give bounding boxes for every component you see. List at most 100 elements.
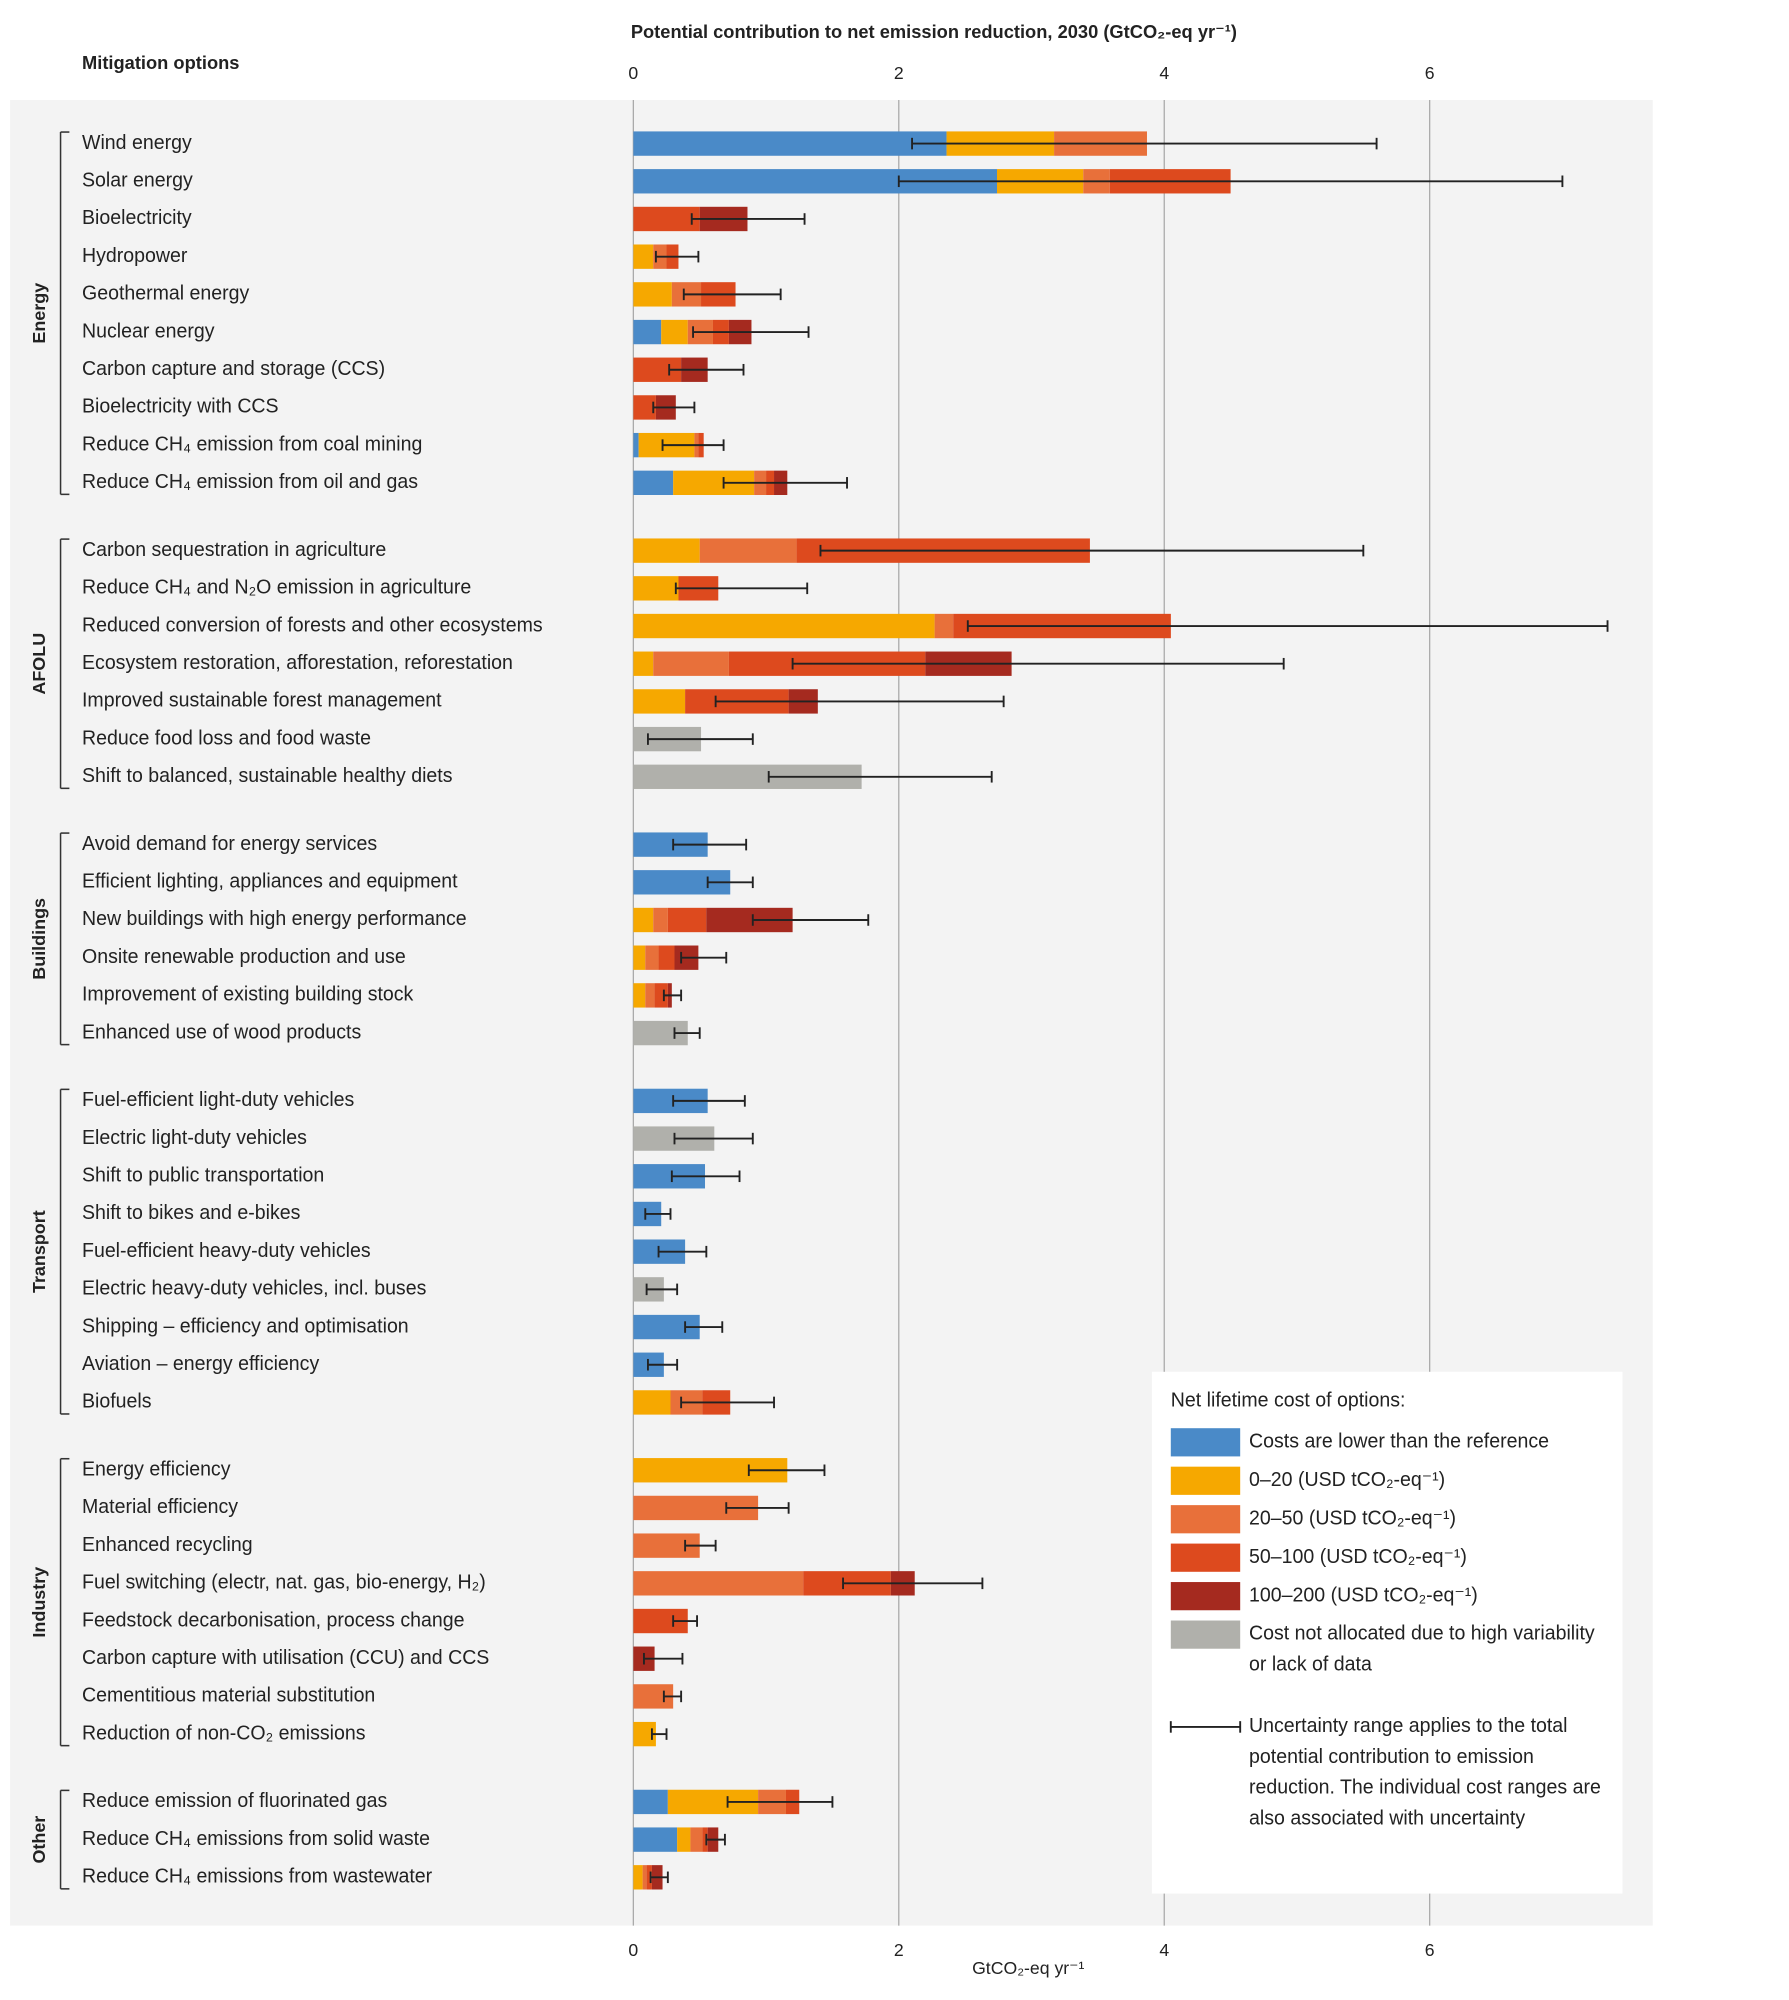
category-label: Cementitious material substitution: [82, 1685, 375, 1707]
category-label: Material efficiency: [82, 1496, 238, 1518]
category-label: Reduce emission of fluorinated gas: [82, 1790, 387, 1812]
bar-segment: [690, 1827, 703, 1852]
category-label: Fuel-efficient light-duty vehicles: [82, 1089, 354, 1111]
x-tick-label-bottom: 2: [894, 1940, 904, 1960]
legend-label-box: Costs are lower than the reference: [1249, 1430, 1550, 1453]
category-label: Reduce CH₄ emission from oil and gas: [82, 471, 418, 493]
bar-segment: [642, 1865, 647, 1890]
category-label: Improved sustainable forest management: [82, 690, 442, 712]
category-label: Fuel-efficient heavy-duty vehicles: [82, 1240, 371, 1262]
category-label: Electric heavy-duty vehicles, incl. buse…: [82, 1277, 426, 1299]
bar-segment: [633, 907, 654, 933]
group-label: AFOLU: [29, 633, 49, 695]
category-label: Carbon sequestration in agriculture: [82, 539, 386, 561]
bar-segment: [633, 613, 935, 639]
category-label: Enhanced recycling: [82, 1534, 253, 1556]
bar-segment: [633, 470, 674, 495]
category-label: Shipping – efficiency and optimisation: [82, 1315, 409, 1337]
group-label: Industry: [29, 1567, 49, 1638]
x-tick-label-bottom: 4: [1159, 1940, 1169, 1960]
legend-label: Cost not allocated due to high variabili…: [1249, 1623, 1595, 1676]
legend-label-box: 100–200 (USD tCO₂-eq⁻¹): [1249, 1584, 1478, 1607]
bar-segment: [633, 432, 639, 458]
category-label: Aviation – energy efficiency: [82, 1353, 319, 1375]
group-label: Buildings: [29, 898, 49, 980]
legend-label-box: Cost not allocated due to high variabili…: [1249, 1623, 1595, 1676]
bar-segment: [633, 983, 646, 1008]
legend-title: Net lifetime cost of options:: [1171, 1389, 1406, 1411]
category-label: Reduce CH₄ and N₂O emission in agricultu…: [82, 576, 471, 598]
category-label: Wind energy: [82, 132, 192, 154]
category-label: Reduce CH₄ emission from coal mining: [82, 433, 422, 455]
category-label: New buildings with high energy performan…: [82, 908, 467, 930]
bar-segment: [633, 282, 672, 307]
bar-segment: [934, 613, 954, 639]
legend-uncertainty-note-box: Uncertainty range applies to the total p…: [1249, 1715, 1601, 1830]
legend-swatch: [1170, 1505, 1241, 1534]
category-label: Efficient lighting, appliances and equip…: [82, 870, 458, 892]
legend-swatch: [1170, 1620, 1241, 1649]
bar-segment: [645, 983, 655, 1008]
bar-segment: [645, 945, 659, 970]
x-tick-label-top: 4: [1159, 63, 1169, 83]
category-label: Avoid demand for energy services: [82, 833, 377, 855]
legend-swatch: [1170, 1466, 1241, 1495]
category-label: Carbon capture and storage (CCS): [82, 358, 385, 380]
x-tick-label-bottom: 6: [1425, 1940, 1435, 1960]
bar-segment: [633, 1721, 656, 1747]
bar-segment: [633, 131, 947, 156]
group-label: Other: [29, 1816, 49, 1864]
category-label: Bioelectricity with CCS: [82, 396, 279, 418]
category-label: Reduce CH₄ emissions from solid waste: [82, 1828, 430, 1850]
bar-segment: [653, 907, 668, 933]
category-label: Fuel switching (electr, nat. gas, bio-en…: [82, 1571, 486, 1593]
bar-segment: [633, 1390, 671, 1415]
legend-swatch: [1170, 1543, 1241, 1572]
bar-segment: [633, 1827, 678, 1852]
legend-label: 20–50 (USD tCO₂-eq⁻¹): [1249, 1507, 1457, 1530]
category-label: Hydropower: [82, 245, 188, 267]
bar-segment: [677, 1827, 691, 1852]
bar-segment: [699, 538, 797, 563]
bar-segment: [654, 983, 668, 1008]
bar-segment: [633, 689, 686, 714]
bar-segment: [633, 1865, 643, 1890]
x-axis-label: GtCO₂-eq yr⁻¹: [972, 1958, 1084, 1978]
bar-segment: [702, 1827, 708, 1852]
category-label: Solar energy: [82, 169, 193, 191]
legend-label: 0–20 (USD tCO₂-eq⁻¹): [1249, 1469, 1446, 1492]
legend-label: 100–200 (USD tCO₂-eq⁻¹): [1249, 1584, 1478, 1607]
category-label: Energy efficiency: [82, 1458, 231, 1480]
group-label: Transport: [29, 1210, 49, 1293]
bar-segment: [658, 945, 675, 970]
category-label: Feedstock decarbonisation, process chang…: [82, 1609, 464, 1631]
legend-label-box: 50–100 (USD tCO₂-eq⁻¹): [1249, 1546, 1467, 1568]
x-tick-label-top: 2: [894, 63, 904, 83]
bar-segment: [633, 1571, 804, 1596]
legend-label: Costs are lower than the reference: [1249, 1430, 1550, 1453]
x-tick-label-top: 6: [1425, 63, 1435, 83]
category-label: Enhanced use of wood products: [82, 1021, 361, 1043]
category-label: Nuclear energy: [82, 320, 215, 342]
category-label: Reduce food loss and food waste: [82, 727, 371, 749]
bar-segment: [633, 244, 654, 269]
x-tick-label-top: 0: [628, 63, 638, 83]
bar-segment: [646, 1865, 652, 1890]
axis-title: Potential contribution to net emission r…: [631, 21, 1237, 42]
category-label: Ecosystem restoration, afforestation, re…: [82, 652, 513, 674]
category-label: Carbon capture with utilisation (CCU) an…: [82, 1647, 489, 1669]
group-label: Energy: [29, 283, 49, 344]
category-label: Geothermal energy: [82, 282, 249, 304]
category-label: Shift to bikes and e-bikes: [82, 1202, 301, 1224]
category-label: Reduction of non-CO₂ emissions: [82, 1722, 366, 1744]
legend-label-box: 0–20 (USD tCO₂-eq⁻¹): [1249, 1469, 1446, 1492]
bar-segment: [633, 576, 679, 601]
category-label: Shift to public transportation: [82, 1164, 324, 1186]
legend-label-box: 20–50 (USD tCO₂-eq⁻¹): [1249, 1507, 1457, 1530]
category-label: Biofuels: [82, 1391, 152, 1413]
category-label: Bioelectricity: [82, 207, 192, 229]
bar-segment: [667, 907, 707, 933]
legend-uncertainty-note: Uncertainty range applies to the total p…: [1249, 1715, 1601, 1830]
bar-segment: [633, 319, 662, 345]
